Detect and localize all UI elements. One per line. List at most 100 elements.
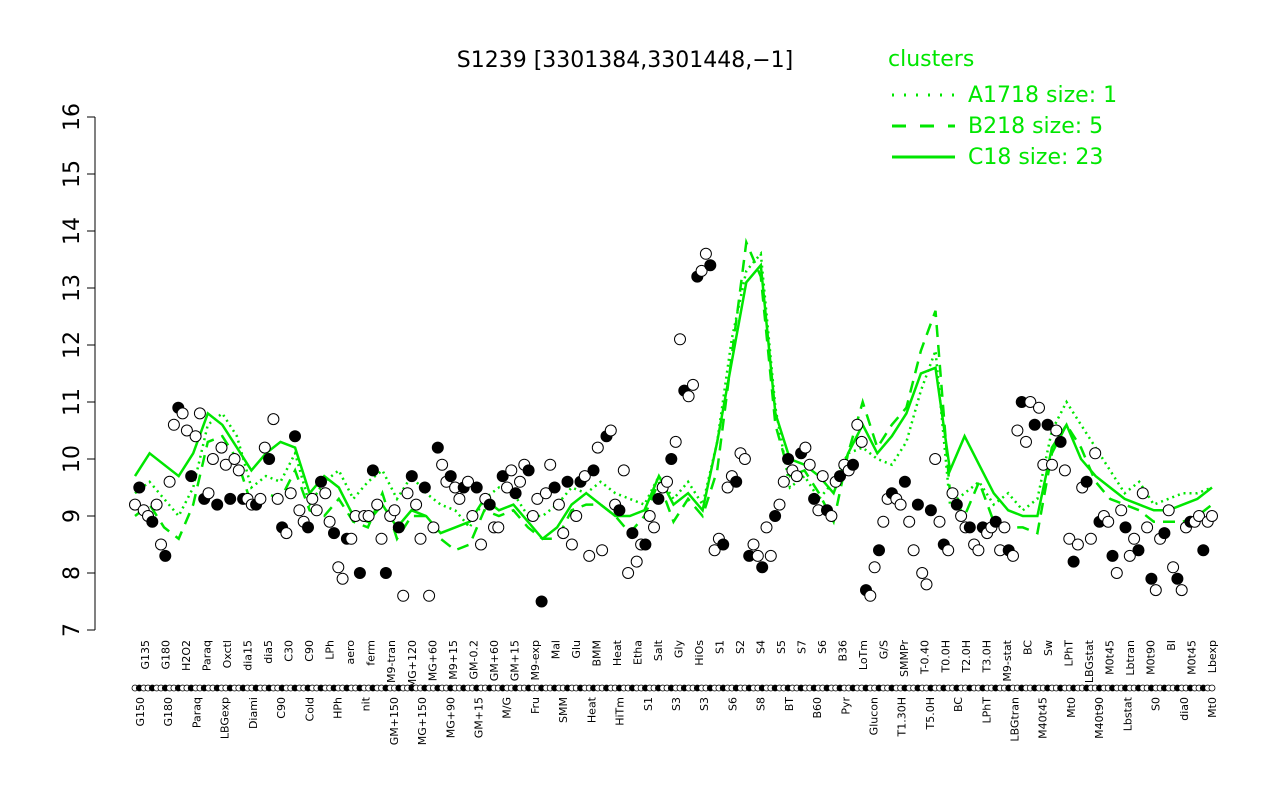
- data-point: [371, 498, 384, 511]
- data-point: [167, 418, 180, 431]
- data-point: [557, 527, 570, 540]
- data-point: [1011, 424, 1024, 437]
- data-point: [1171, 572, 1184, 585]
- data-point: [315, 475, 327, 488]
- data-point: [665, 453, 678, 465]
- data-point: [946, 487, 959, 500]
- x-tick-label-upper: LBGstat: [1083, 639, 1096, 683]
- x-tick-label-upper: GM+15: [508, 640, 521, 681]
- data-point: [695, 264, 708, 277]
- data-point: [146, 515, 159, 528]
- x-tick-label-lower: Fru: [529, 697, 542, 714]
- x-tick-label-lower: T5.0H: [924, 697, 937, 730]
- x-tick-label-lower: BT: [783, 697, 796, 712]
- data-point: [760, 521, 773, 534]
- x-tick-label-upper: T-0.40: [919, 640, 932, 675]
- data-point: [414, 532, 427, 545]
- data-point: [405, 470, 418, 483]
- data-point: [1089, 447, 1102, 460]
- data-point: [401, 487, 414, 500]
- y-tick-label: 13: [60, 274, 85, 302]
- data-point: [1033, 401, 1045, 414]
- x-tick-label-lower: Glucon: [868, 697, 881, 735]
- data-point: [587, 464, 600, 477]
- data-point: [790, 470, 803, 483]
- data-point: [1084, 532, 1097, 545]
- data-point: [514, 475, 526, 488]
- data-point: [548, 481, 561, 494]
- data-point: [963, 521, 976, 534]
- x-tick-label-lower: LBGexp: [219, 697, 232, 739]
- data-point: [868, 561, 881, 574]
- x-tick-label-upper: Glu: [570, 640, 583, 659]
- data-point: [1145, 572, 1158, 585]
- data-point: [423, 589, 436, 602]
- data-point: [648, 521, 660, 534]
- data-point: [864, 589, 877, 602]
- data-point: [1106, 549, 1119, 562]
- data-point: [544, 458, 557, 471]
- x-tick-label-upper: LPh: [324, 640, 337, 660]
- y-tick-label: 14: [60, 217, 85, 245]
- data-point: [526, 510, 539, 522]
- data-point: [721, 481, 734, 494]
- data-point: [1041, 418, 1054, 431]
- x-tick-label-lower: G150: [134, 697, 147, 727]
- data-point: [916, 567, 929, 579]
- data-point: [596, 544, 609, 557]
- data-point: [189, 430, 202, 443]
- data-point: [1206, 510, 1218, 522]
- y-tick-label: 15: [60, 160, 85, 188]
- data-point: [306, 492, 319, 505]
- data-point: [894, 498, 907, 511]
- data-point: [1197, 544, 1210, 557]
- data-point: [855, 435, 868, 448]
- x-tick-label-upper: S7: [796, 640, 809, 654]
- x-tick-label-upper: GM-0.2: [467, 640, 480, 679]
- data-point: [1007, 549, 1019, 562]
- data-point: [920, 578, 933, 591]
- data-point: [535, 595, 548, 608]
- data-point: [453, 492, 466, 505]
- data-point: [578, 470, 591, 483]
- data-point: [505, 464, 518, 477]
- data-point: [176, 407, 189, 420]
- data-point: [1167, 561, 1180, 574]
- x-tick-label-upper: S5: [775, 640, 788, 654]
- data-point: [470, 481, 483, 494]
- data-point: [323, 515, 336, 528]
- data-point: [669, 435, 682, 448]
- data-point: [907, 544, 920, 557]
- x-tick-label-lower: S6: [726, 697, 739, 711]
- y-tick-label: 12: [60, 331, 85, 359]
- data-point: [955, 510, 968, 522]
- x-tick-label-upper: M9-tran: [385, 640, 398, 683]
- x-tick-label-upper: G180: [160, 640, 173, 670]
- data-point: [911, 498, 924, 511]
- x-tick-label-lower: GM+150: [388, 697, 401, 745]
- x-tick-label-lower: Cold: [303, 697, 316, 721]
- legend-entry-b218: B218 size: 5: [968, 114, 1103, 139]
- data-point: [206, 453, 219, 465]
- data-point: [873, 544, 885, 557]
- data-point: [756, 561, 769, 574]
- x-tick-label-upper: LoTm: [857, 640, 870, 670]
- x-tick-label-upper: SMMPr: [898, 640, 911, 677]
- x-tick-label-upper: Etha: [632, 640, 645, 665]
- data-point: [202, 487, 215, 500]
- data-point: [1193, 510, 1205, 522]
- data-point: [630, 555, 643, 568]
- x-tick-label-lower: S8: [755, 697, 768, 711]
- data-point: [851, 418, 864, 431]
- x-tick-label-upper: C30: [283, 640, 296, 662]
- data-point: [353, 567, 366, 579]
- data-point: [284, 487, 297, 500]
- data-point: [271, 492, 284, 505]
- data-point: [539, 487, 552, 500]
- data-point: [345, 532, 358, 545]
- x-tick-label-lower: G180: [162, 697, 175, 727]
- data-point: [799, 441, 812, 454]
- x-tick-label-lower: C90: [275, 697, 288, 719]
- x-tick-label-lower: T1.30H: [896, 697, 909, 737]
- data-point: [133, 481, 146, 494]
